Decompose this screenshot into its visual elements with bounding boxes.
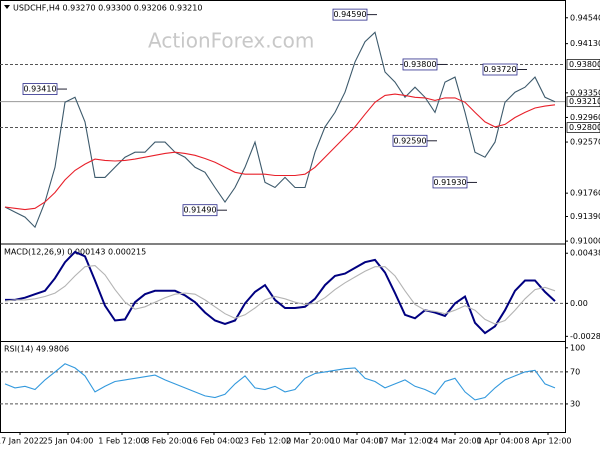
y-tick-label: 100 [570, 343, 585, 352]
y-tick-label: 0.93350 [570, 88, 600, 97]
level-label: 0.93210 [569, 97, 600, 106]
x-tick-label: 17 Mar 12:00 [378, 437, 431, 446]
y-tick-label: 70 [570, 367, 580, 376]
x-tick-label: 25 Jan 04:00 [43, 437, 94, 446]
x-tick-label: 10 Mar 04:00 [330, 437, 383, 446]
series-line [4, 93, 556, 211]
annotation-label: 0.91490 [183, 206, 216, 215]
level-label: 0.93800 [569, 60, 600, 69]
y-tick-label: 0.004381 [570, 249, 600, 258]
series-line [5, 250, 556, 335]
series-line [4, 31, 556, 229]
annotation-label: 0.93800 [403, 60, 436, 69]
y-tick-label: 30 [570, 399, 580, 408]
x-tick-label: 8 Feb 20:00 [144, 437, 191, 446]
x-tick-label: 16 Feb 04:00 [188, 437, 240, 446]
annotation-box [22, 83, 58, 95]
annotation-label: 0.92590 [393, 136, 426, 145]
annotation-box [392, 134, 428, 147]
frame [0, 0, 566, 433]
level-label: 0.92800 [569, 123, 600, 132]
y-tick-label: 0.94130 [570, 39, 600, 48]
x-tick-label: 1 Apr 04:00 [476, 437, 523, 446]
watermark: ActionForex.com [148, 29, 314, 53]
annotation-label: 0.94590 [333, 10, 366, 19]
x-tick-label: 1 Feb 12:00 [98, 437, 145, 446]
x-tick-label: 2 Mar 20:00 [286, 437, 334, 446]
y-tick-label: 0.00 [570, 299, 588, 308]
level-label-box [566, 96, 600, 108]
y-tick-label: 0.94540 [570, 13, 600, 22]
level-label-box [566, 122, 600, 133]
y-tick-label: 0.92960 [570, 113, 600, 122]
level-label-box [566, 59, 600, 70]
series-line [4, 363, 556, 401]
rsi-title: RSI(14) 49.9806 [4, 345, 69, 354]
chart-title: USDCHF,H4 0.93270 0.93300 0.93206 0.9321… [13, 4, 202, 13]
series-line [4, 265, 556, 325]
annotation-box [482, 63, 518, 76]
annotation-box [432, 176, 468, 189]
y-tick-label: 0.91000 [570, 237, 600, 246]
y-tick-label: 0.92570 [570, 138, 600, 147]
y-tick-label: -0.002881 [570, 332, 600, 341]
x-tick-label: 8 Apr 12:00 [524, 437, 571, 446]
annotation-box [402, 58, 438, 71]
x-tick-label: 24 Mar 20:00 [428, 437, 481, 446]
annotation-box [182, 204, 218, 217]
y-tick-label: 0.91390 [570, 212, 600, 221]
y-tick-label: 0.91760 [570, 189, 600, 198]
annotation-label: 0.93410 [23, 85, 56, 94]
annotation-label: 0.93720 [483, 65, 516, 74]
x-tick-label: 23 Feb 12:00 [239, 437, 291, 446]
annotation-box [332, 8, 368, 21]
annotation-label: 0.91930 [433, 178, 466, 187]
x-tick-label: 17 Jan 2022 [0, 437, 44, 446]
menu-arrow [4, 5, 10, 9]
